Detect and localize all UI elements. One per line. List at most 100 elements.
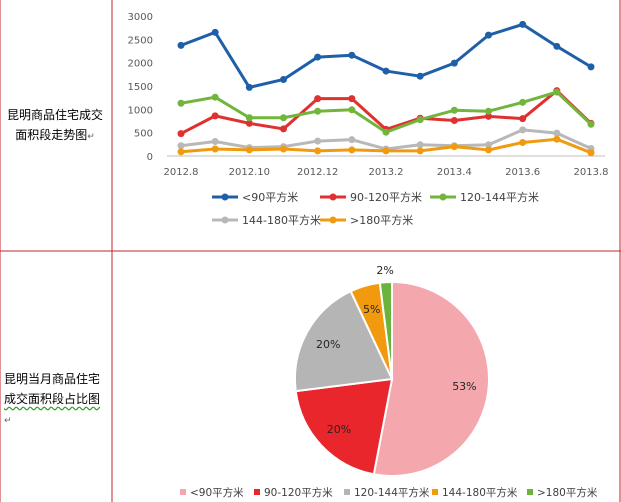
data-point: [211, 145, 219, 153]
data-point: [280, 125, 287, 133]
data-point: [348, 146, 356, 154]
slice-data-label: 20%: [316, 338, 340, 351]
pie-slice: [294, 377, 394, 476]
legend-item: 144-180平方米: [432, 486, 518, 499]
data-point: [280, 145, 287, 153]
legend-item: >180平方米: [527, 486, 598, 499]
data-point: [211, 28, 219, 36]
x-tick-label: 2013.4: [437, 167, 472, 178]
legend-item: 144-180平方米: [212, 213, 321, 227]
y-tick-label: 1000: [128, 105, 153, 116]
data-point: [245, 119, 253, 127]
data-point: [416, 141, 424, 149]
data-point: [280, 75, 287, 83]
data-point: [519, 138, 527, 146]
data-point: [553, 129, 561, 137]
slice-data-label: 5%: [363, 303, 380, 316]
legend-swatch: [344, 489, 350, 495]
series-group: [177, 135, 595, 157]
legend-swatch: [527, 489, 533, 495]
data-point: [245, 83, 253, 91]
data-point: [211, 93, 219, 101]
data-point: [177, 142, 185, 150]
legend-label: 144-180平方米: [242, 213, 321, 227]
pie-slice: [372, 280, 490, 477]
data-point: [177, 130, 185, 138]
data-point: [382, 128, 390, 136]
legend-swatch: [432, 489, 438, 495]
data-point: [485, 141, 492, 149]
data-point: [519, 20, 527, 28]
legend-label: 120-144平方米: [460, 190, 539, 204]
data-point: [416, 116, 424, 124]
data-point: [177, 99, 185, 107]
data-point: [587, 120, 595, 128]
pie-slice: [378, 280, 393, 380]
data-point: [177, 41, 185, 49]
legend-label: >180平方米: [350, 213, 413, 227]
data-point: [519, 98, 527, 106]
data-point: [314, 53, 322, 61]
x-tick-label: 2012.12: [297, 167, 338, 178]
row-label-line-1: 昆明商品住宅成交: [6, 108, 103, 122]
legend-label: 120-144平方米: [354, 486, 430, 499]
data-point: [519, 115, 527, 123]
data-point: [587, 63, 595, 71]
legend-label: <90平方米: [190, 486, 244, 499]
pie-slice: [294, 289, 394, 393]
data-point: [314, 107, 322, 115]
data-point: [450, 143, 458, 151]
legend-swatch: [254, 489, 260, 495]
y-tick-label: 1500: [128, 82, 153, 93]
data-point: [348, 136, 356, 144]
data-point: [211, 112, 219, 120]
data-point: [485, 146, 492, 154]
data-point: [416, 147, 424, 155]
legend-label: 90-120平方米: [350, 190, 422, 204]
y-tick-label: 0: [147, 152, 153, 163]
data-point: [348, 51, 356, 59]
legend-item: 120-144平方米: [344, 486, 430, 499]
x-tick-label: 2012.10: [229, 167, 270, 178]
legend-label: 90-120平方米: [264, 486, 333, 499]
x-tick-label: 2013.6: [505, 167, 540, 178]
legend-item: 120-144平方米: [430, 190, 539, 204]
legend-marker: [329, 216, 337, 224]
legend-marker: [329, 193, 337, 201]
series-group: [177, 88, 595, 136]
slice-data-label: 53%: [452, 380, 476, 393]
series-group: [177, 20, 595, 91]
row-label-line-1: 昆明当月商品住宅: [4, 372, 101, 386]
data-point: [553, 88, 561, 96]
pie-chart-row-label: 昆明当月商品住宅 成交面积段占比图 ↵: [4, 369, 104, 431]
data-point: [553, 135, 561, 143]
data-point: [245, 114, 253, 122]
legend-item: 90-120平方米: [320, 190, 422, 204]
slice-data-label: 2%: [376, 264, 393, 277]
row-label-line-2: 面积段走势图: [15, 128, 88, 142]
data-point: [211, 138, 219, 146]
data-point: [348, 95, 356, 103]
x-tick-label: 2013.2: [369, 167, 404, 178]
legend-marker: [221, 193, 229, 201]
legend-marker: [221, 216, 229, 224]
legend-label: >180平方米: [537, 486, 598, 499]
data-point: [485, 107, 492, 115]
data-point: [177, 148, 185, 156]
legend-marker: [439, 193, 447, 201]
data-point: [553, 42, 561, 50]
y-tick-label: 2000: [128, 59, 153, 70]
data-point: [348, 106, 356, 114]
legend-item: >180平方米: [320, 213, 413, 227]
legend-item: <90平方米: [212, 190, 298, 204]
slice-data-label: 20%: [327, 423, 351, 436]
paragraph-mark-icon: ↵: [4, 416, 12, 426]
data-point: [314, 137, 322, 145]
data-point: [382, 147, 390, 155]
data-point: [587, 149, 595, 157]
y-tick-label: 2500: [128, 35, 153, 46]
row-label-line-2: 成交面积段占比图: [4, 392, 101, 406]
y-tick-label: 500: [134, 129, 153, 140]
